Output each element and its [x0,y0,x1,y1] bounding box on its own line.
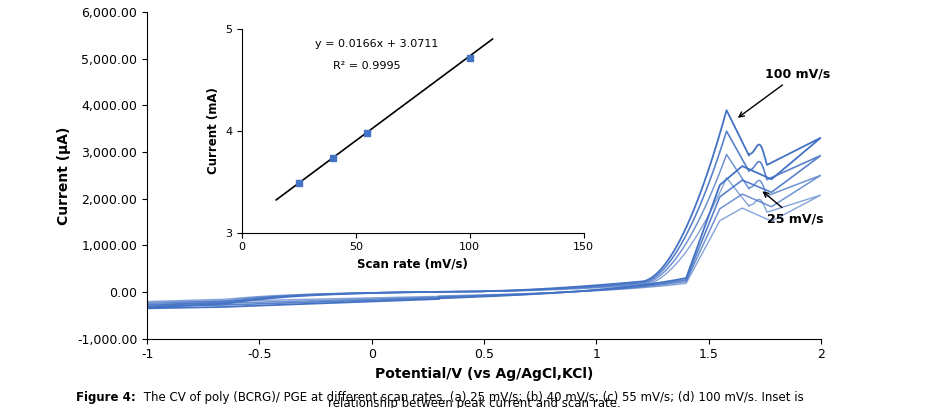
Y-axis label: Current (μA): Current (μA) [58,126,71,225]
Y-axis label: Current (mA): Current (mA) [207,87,219,174]
Point [360,129,375,136]
Point [291,180,307,186]
Point [462,55,477,61]
Text: relationship between peak current and scan rate.: relationship between peak current and sc… [328,397,621,408]
Point [326,155,341,162]
X-axis label: Scan rate (mV/s): Scan rate (mV/s) [358,258,468,271]
Text: 100 mV/s: 100 mV/s [739,67,830,117]
Text: 25 mV/s: 25 mV/s [764,192,824,225]
Text: R² = 0.9995: R² = 0.9995 [333,61,400,71]
Text: Figure 4:: Figure 4: [76,391,136,404]
X-axis label: Potential/V (vs Ag/AgCl,KCl): Potential/V (vs Ag/AgCl,KCl) [375,367,593,381]
Text: The CV of poly (BCRG)/ PGE at different scan rates. (a) 25 mV/s; (b) 40 mV/s; (c: The CV of poly (BCRG)/ PGE at different … [140,391,804,404]
Text: y = 0.0166x + 3.0711: y = 0.0166x + 3.0711 [315,39,438,49]
